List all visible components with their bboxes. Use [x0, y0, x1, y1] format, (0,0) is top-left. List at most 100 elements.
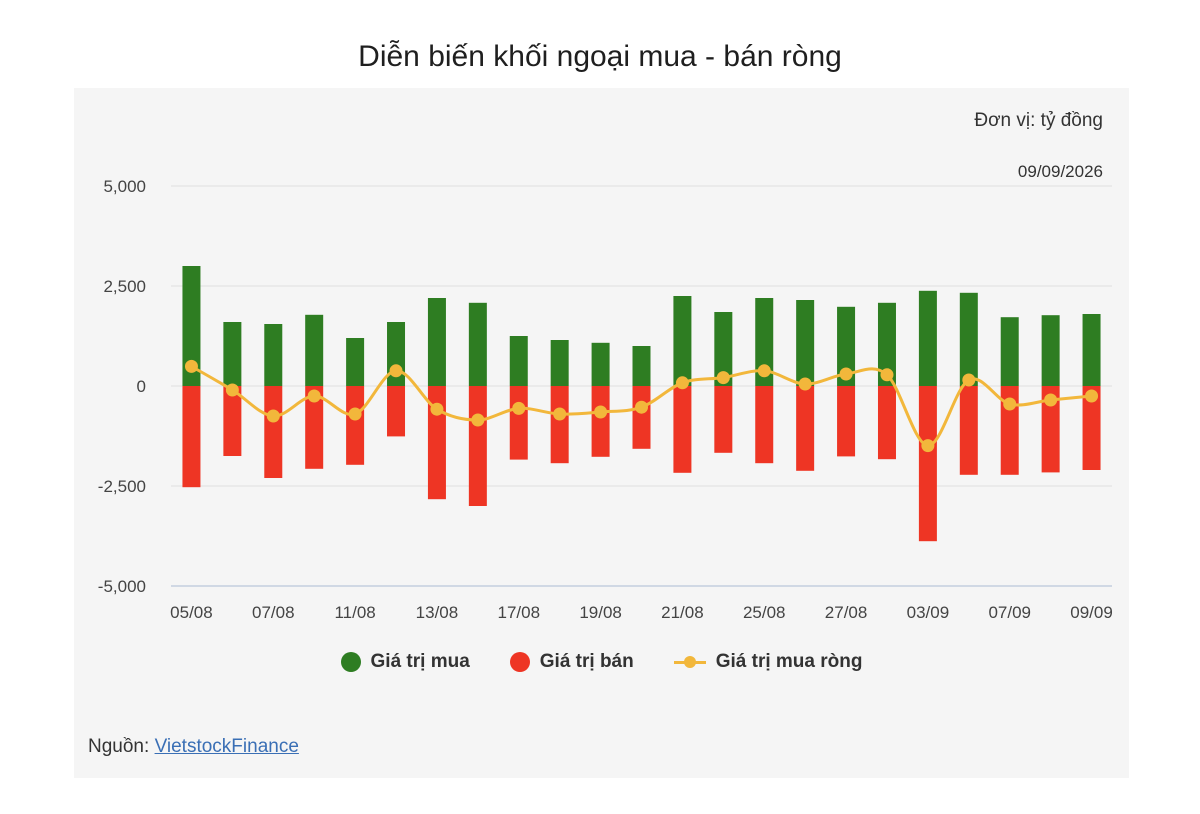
legend-item-net[interactable]: Giá trị mua ròng: [673, 651, 863, 673]
sell-bar: [837, 386, 856, 457]
net-point: [307, 389, 321, 403]
buy-bar: [837, 306, 856, 386]
net-point: [880, 368, 894, 382]
legend-red-dot-icon: [509, 652, 530, 672]
buy-bar: [427, 298, 446, 386]
legend-label-net: Giá trị mua ròng: [715, 651, 863, 672]
sell-bar: [918, 386, 937, 542]
sell-bar: [673, 386, 692, 473]
source-note: Nguồn: VietstockFinance: [88, 736, 299, 758]
buy-bar: [673, 296, 692, 386]
sell-bar: [550, 386, 569, 464]
x-tick-label: 27/08: [825, 603, 868, 622]
legend-label-buy: Giá trị mua: [370, 651, 470, 672]
sell-bar: [387, 386, 406, 437]
bar-line-chart: 5,000 2,500 0 -2,500 -5,000 05/08 07/08 11/08 13…: [98, 177, 1113, 622]
buy-bar: [755, 298, 774, 386]
buy-bar: [877, 302, 896, 386]
buy-bar: [714, 312, 733, 386]
x-tick-label: 03/09: [907, 603, 950, 622]
source-label: Nguồn:: [88, 736, 150, 757]
sell-bar: [591, 386, 610, 457]
sell-bar: [959, 386, 978, 475]
y-tick-label: -5,000: [98, 577, 146, 596]
buy-bar: [305, 314, 324, 386]
net-point: [839, 367, 853, 381]
net-point: [798, 377, 812, 391]
sell-bar: [714, 386, 733, 453]
source-link[interactable]: VietstockFinance: [154, 736, 299, 757]
sell-bar: [223, 386, 242, 456]
buy-bar: [509, 336, 528, 386]
buy-bar: [223, 322, 242, 386]
net-point: [921, 439, 935, 453]
net-point: [757, 364, 771, 378]
sell-bar: [264, 386, 283, 478]
legend-label-sell: Giá trị bán: [539, 651, 634, 672]
date-label: 09/09/2026: [1017, 162, 1103, 181]
sell-bar: [182, 386, 201, 488]
x-tick-label: 19/08: [579, 603, 622, 622]
sell-bar: [877, 386, 896, 460]
net-point: [553, 407, 567, 421]
x-tick-label: 09/09: [1070, 603, 1113, 622]
buy-bar: [1082, 314, 1101, 386]
sell-bar: [346, 386, 365, 465]
legend: Giá trị mua Giá trị bán Giá trị mua ròng: [74, 651, 1129, 673]
sell-bar: [305, 386, 324, 469]
net-point: [430, 402, 444, 416]
buy-bar: [959, 292, 978, 386]
y-tick-label: 0: [137, 377, 146, 396]
y-tick-label: -2,500: [98, 477, 146, 496]
net-point: [962, 373, 976, 387]
buy-bar: [182, 266, 201, 386]
net-point: [1003, 397, 1017, 411]
sell-bar: [509, 386, 528, 460]
sell-bar: [796, 386, 815, 471]
legend-item-buy[interactable]: Giá trị mua: [340, 651, 470, 673]
buy-bar: [591, 342, 610, 386]
sell-bar: [632, 386, 651, 449]
net-point: [225, 383, 239, 397]
chart-title: Diễn biến khối ngoại mua - bán ròng: [358, 40, 842, 73]
buy-bar: [264, 324, 283, 386]
legend-item-sell[interactable]: Giá trị bán: [509, 651, 634, 673]
x-tick-label: 07/08: [252, 603, 295, 622]
x-tick-label: 17/08: [497, 603, 540, 622]
net-point: [512, 401, 526, 415]
x-tick-label: 25/08: [743, 603, 786, 622]
buy-bar: [550, 340, 569, 386]
net-point: [348, 407, 362, 421]
sell-bar: [755, 386, 774, 464]
buy-bar: [632, 346, 651, 386]
net-point: [266, 409, 280, 423]
x-tick-label: 13/08: [416, 603, 459, 622]
sell-bar: [1082, 386, 1101, 470]
net-point: [184, 359, 198, 373]
buy-bar: [346, 338, 365, 386]
x-tick-label: 07/09: [988, 603, 1031, 622]
unit-label: Đơn vị: tỷ đồng: [974, 110, 1103, 131]
net-point: [594, 405, 608, 419]
legend-green-dot-icon: [340, 652, 361, 672]
x-tick-label: 21/08: [661, 603, 704, 622]
buy-bar: [918, 290, 937, 386]
net-point: [1085, 389, 1099, 403]
sell-bar: [427, 386, 446, 500]
net-point: [716, 371, 730, 385]
net-point: [389, 364, 403, 378]
buy-bar: [468, 302, 487, 386]
sell-bar: [468, 386, 487, 506]
net-point: [1044, 393, 1058, 407]
buy-bar: [796, 300, 815, 386]
legend-line-marker-icon: [673, 652, 706, 672]
net-point: [471, 413, 485, 427]
x-tick-label: 05/08: [170, 603, 213, 622]
buy-bar: [1000, 317, 1019, 386]
net-point: [675, 376, 689, 390]
buy-bar: [1041, 315, 1060, 386]
y-tick-label: 2,500: [103, 277, 146, 296]
sell-bar: [1041, 386, 1060, 473]
net-point: [635, 400, 648, 414]
chart-panel: Đơn vị: tỷ đồng 09/09/2026 5,000 2,500 0 -2…: [74, 88, 1129, 778]
